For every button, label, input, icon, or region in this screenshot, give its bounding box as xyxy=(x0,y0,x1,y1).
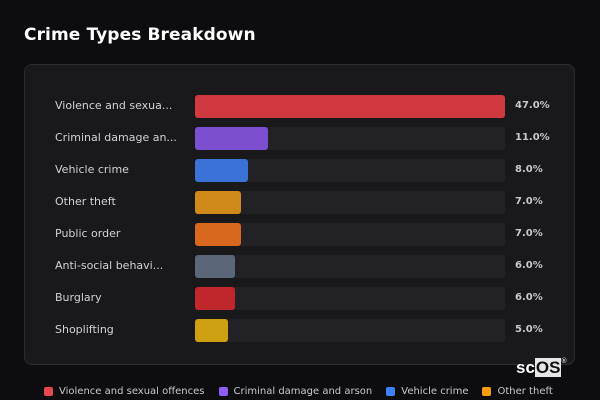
bar-track xyxy=(195,191,505,214)
bar-value: 6.0% xyxy=(515,292,543,303)
bar-row: Violence and sexua... 47.0% xyxy=(25,95,574,119)
bar-row: Vehicle crime 8.0% xyxy=(25,159,574,183)
bar-fill[interactable] xyxy=(195,223,242,246)
bar-track xyxy=(195,319,505,342)
bar-value: 47.0% xyxy=(515,100,550,111)
bar-value: 8.0% xyxy=(515,164,543,175)
bar-row: Burglary 6.0% xyxy=(25,287,574,311)
bar-fill[interactable] xyxy=(195,319,228,342)
bar-label: Public order xyxy=(55,227,121,240)
bar-fill[interactable] xyxy=(195,287,235,310)
bar-label: Criminal damage an... xyxy=(55,131,177,144)
chart-legend: Violence and sexual offences Criminal dam… xyxy=(44,386,553,397)
bar-track xyxy=(195,287,505,310)
legend-item[interactable]: Criminal damage and arson xyxy=(218,386,373,397)
legend-swatch xyxy=(386,387,396,396)
bar-fill[interactable] xyxy=(195,255,235,278)
bar-row: Criminal damage an... 11.0% xyxy=(25,127,574,151)
legend-swatch xyxy=(44,387,53,396)
bar-label: Vehicle crime xyxy=(55,163,129,176)
bar-label: Other theft xyxy=(55,195,116,208)
legend-item[interactable]: Violence and sexual offences xyxy=(44,386,205,397)
bar-fill[interactable] xyxy=(195,127,268,150)
bar-row: Anti-social behavi... 6.0% xyxy=(25,255,574,279)
logo-sc: sc xyxy=(516,358,535,377)
legend-swatch xyxy=(218,387,228,396)
legend-label: Criminal damage and arson xyxy=(233,386,373,397)
bar-track xyxy=(195,255,505,278)
bar-value: 6.0% xyxy=(515,260,543,271)
legend-label: Other theft xyxy=(497,386,553,397)
bar-row: Shoplifting 5.0% xyxy=(25,319,574,343)
bar-row: Public order 7.0% xyxy=(25,223,574,247)
legend-label: Violence and sexual offences xyxy=(59,386,205,397)
scos-logo: scOS® xyxy=(516,358,567,378)
bar-track xyxy=(195,95,505,118)
bar-track xyxy=(195,159,505,182)
bar-row: Other theft 7.0% xyxy=(25,191,574,215)
legend-item[interactable]: Vehicle crime xyxy=(386,386,468,397)
chart-title: Crime Types Breakdown xyxy=(24,25,256,45)
bar-fill[interactable] xyxy=(195,95,505,118)
bar-label: Burglary xyxy=(55,291,102,304)
logo-os: OS xyxy=(534,358,562,377)
legend-item[interactable]: Other theft xyxy=(482,386,553,397)
bar-fill[interactable] xyxy=(195,159,248,182)
bar-label: Shoplifting xyxy=(55,323,114,336)
legend-swatch xyxy=(482,387,492,396)
bar-value: 7.0% xyxy=(515,228,543,239)
bar-value: 5.0% xyxy=(515,324,543,335)
chart-panel: Violence and sexua... 47.0% Criminal damag… xyxy=(24,64,575,365)
bar-value: 7.0% xyxy=(515,196,543,207)
bar-track xyxy=(195,223,505,246)
bar-fill[interactable] xyxy=(195,191,242,214)
registered-mark: ® xyxy=(561,358,567,365)
bar-track xyxy=(195,127,505,150)
bar-label: Violence and sexua... xyxy=(55,99,173,112)
bar-label: Anti-social behavi... xyxy=(55,259,164,272)
bar-value: 11.0% xyxy=(515,132,550,143)
legend-label: Vehicle crime xyxy=(401,386,469,397)
